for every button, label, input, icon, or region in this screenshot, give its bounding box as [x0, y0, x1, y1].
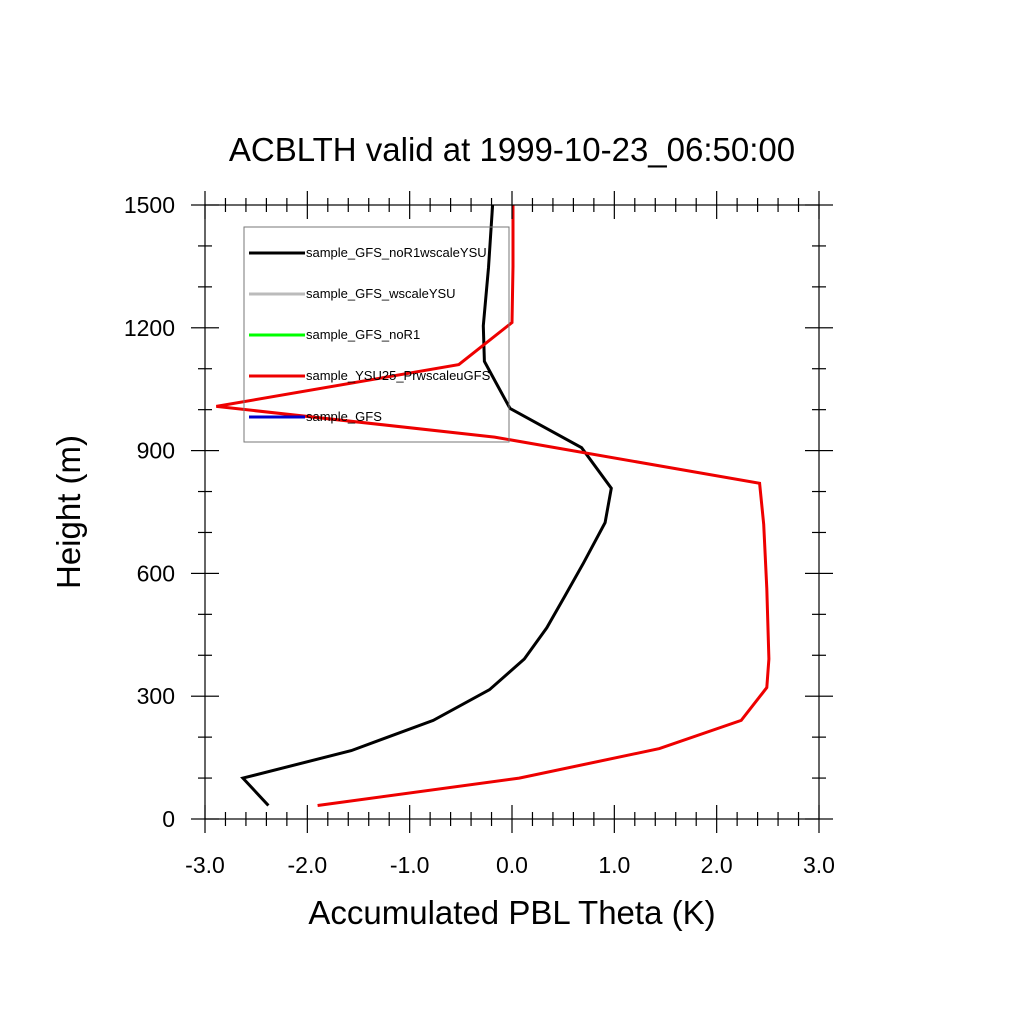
legend-label: sample_GFS_noR1wscaleYSU	[306, 245, 487, 260]
series-layer	[216, 204, 771, 807]
legend: sample_GFS_noR1wscaleYSU sample_GFS_wscal…	[243, 226, 510, 443]
x-tick-label: 0.0	[496, 852, 528, 878]
legend-label: sample_GFS_wscaleYSU	[306, 286, 456, 301]
legend-label: sample_YSU25_PrwscaleuGFS	[306, 368, 491, 383]
y-axis-label: Height (m)	[50, 435, 87, 589]
y-tick-label: 900	[137, 438, 175, 464]
legend-items: sample_GFS_noR1wscaleYSU sample_GFS_wscal…	[249, 245, 491, 424]
x-tick-label: -3.0	[185, 852, 225, 878]
x-tick-label: 1.0	[598, 852, 630, 878]
series-line-0	[240, 204, 613, 807]
legend-label: sample_GFS_noR1	[306, 327, 420, 342]
series-line-3	[216, 205, 771, 807]
y-tick-label: 300	[137, 683, 175, 709]
x-axis-label: Accumulated PBL Theta (K)	[308, 894, 715, 931]
chart-title: ACBLTH valid at 1999-10-23_06:50:00	[229, 131, 795, 168]
y-tick-labels: 0 300 600 900 1200 1500	[124, 192, 175, 832]
x-tick-label: 2.0	[701, 852, 733, 878]
y-tick-label: 1200	[124, 315, 175, 341]
tick-layer	[191, 191, 833, 833]
x-tick-label: 3.0	[803, 852, 835, 878]
y-tick-label: 600	[137, 560, 175, 586]
x-tick-labels: -3.0 -2.0 -1.0 0.0 1.0 2.0 3.0	[185, 852, 835, 878]
x-tick-label: -2.0	[288, 852, 328, 878]
y-tick-label: 0	[162, 806, 175, 832]
x-tick-label: -1.0	[390, 852, 430, 878]
y-tick-label: 1500	[124, 192, 175, 218]
legend-label: sample_GFS	[306, 409, 382, 424]
legend-box	[243, 226, 510, 443]
